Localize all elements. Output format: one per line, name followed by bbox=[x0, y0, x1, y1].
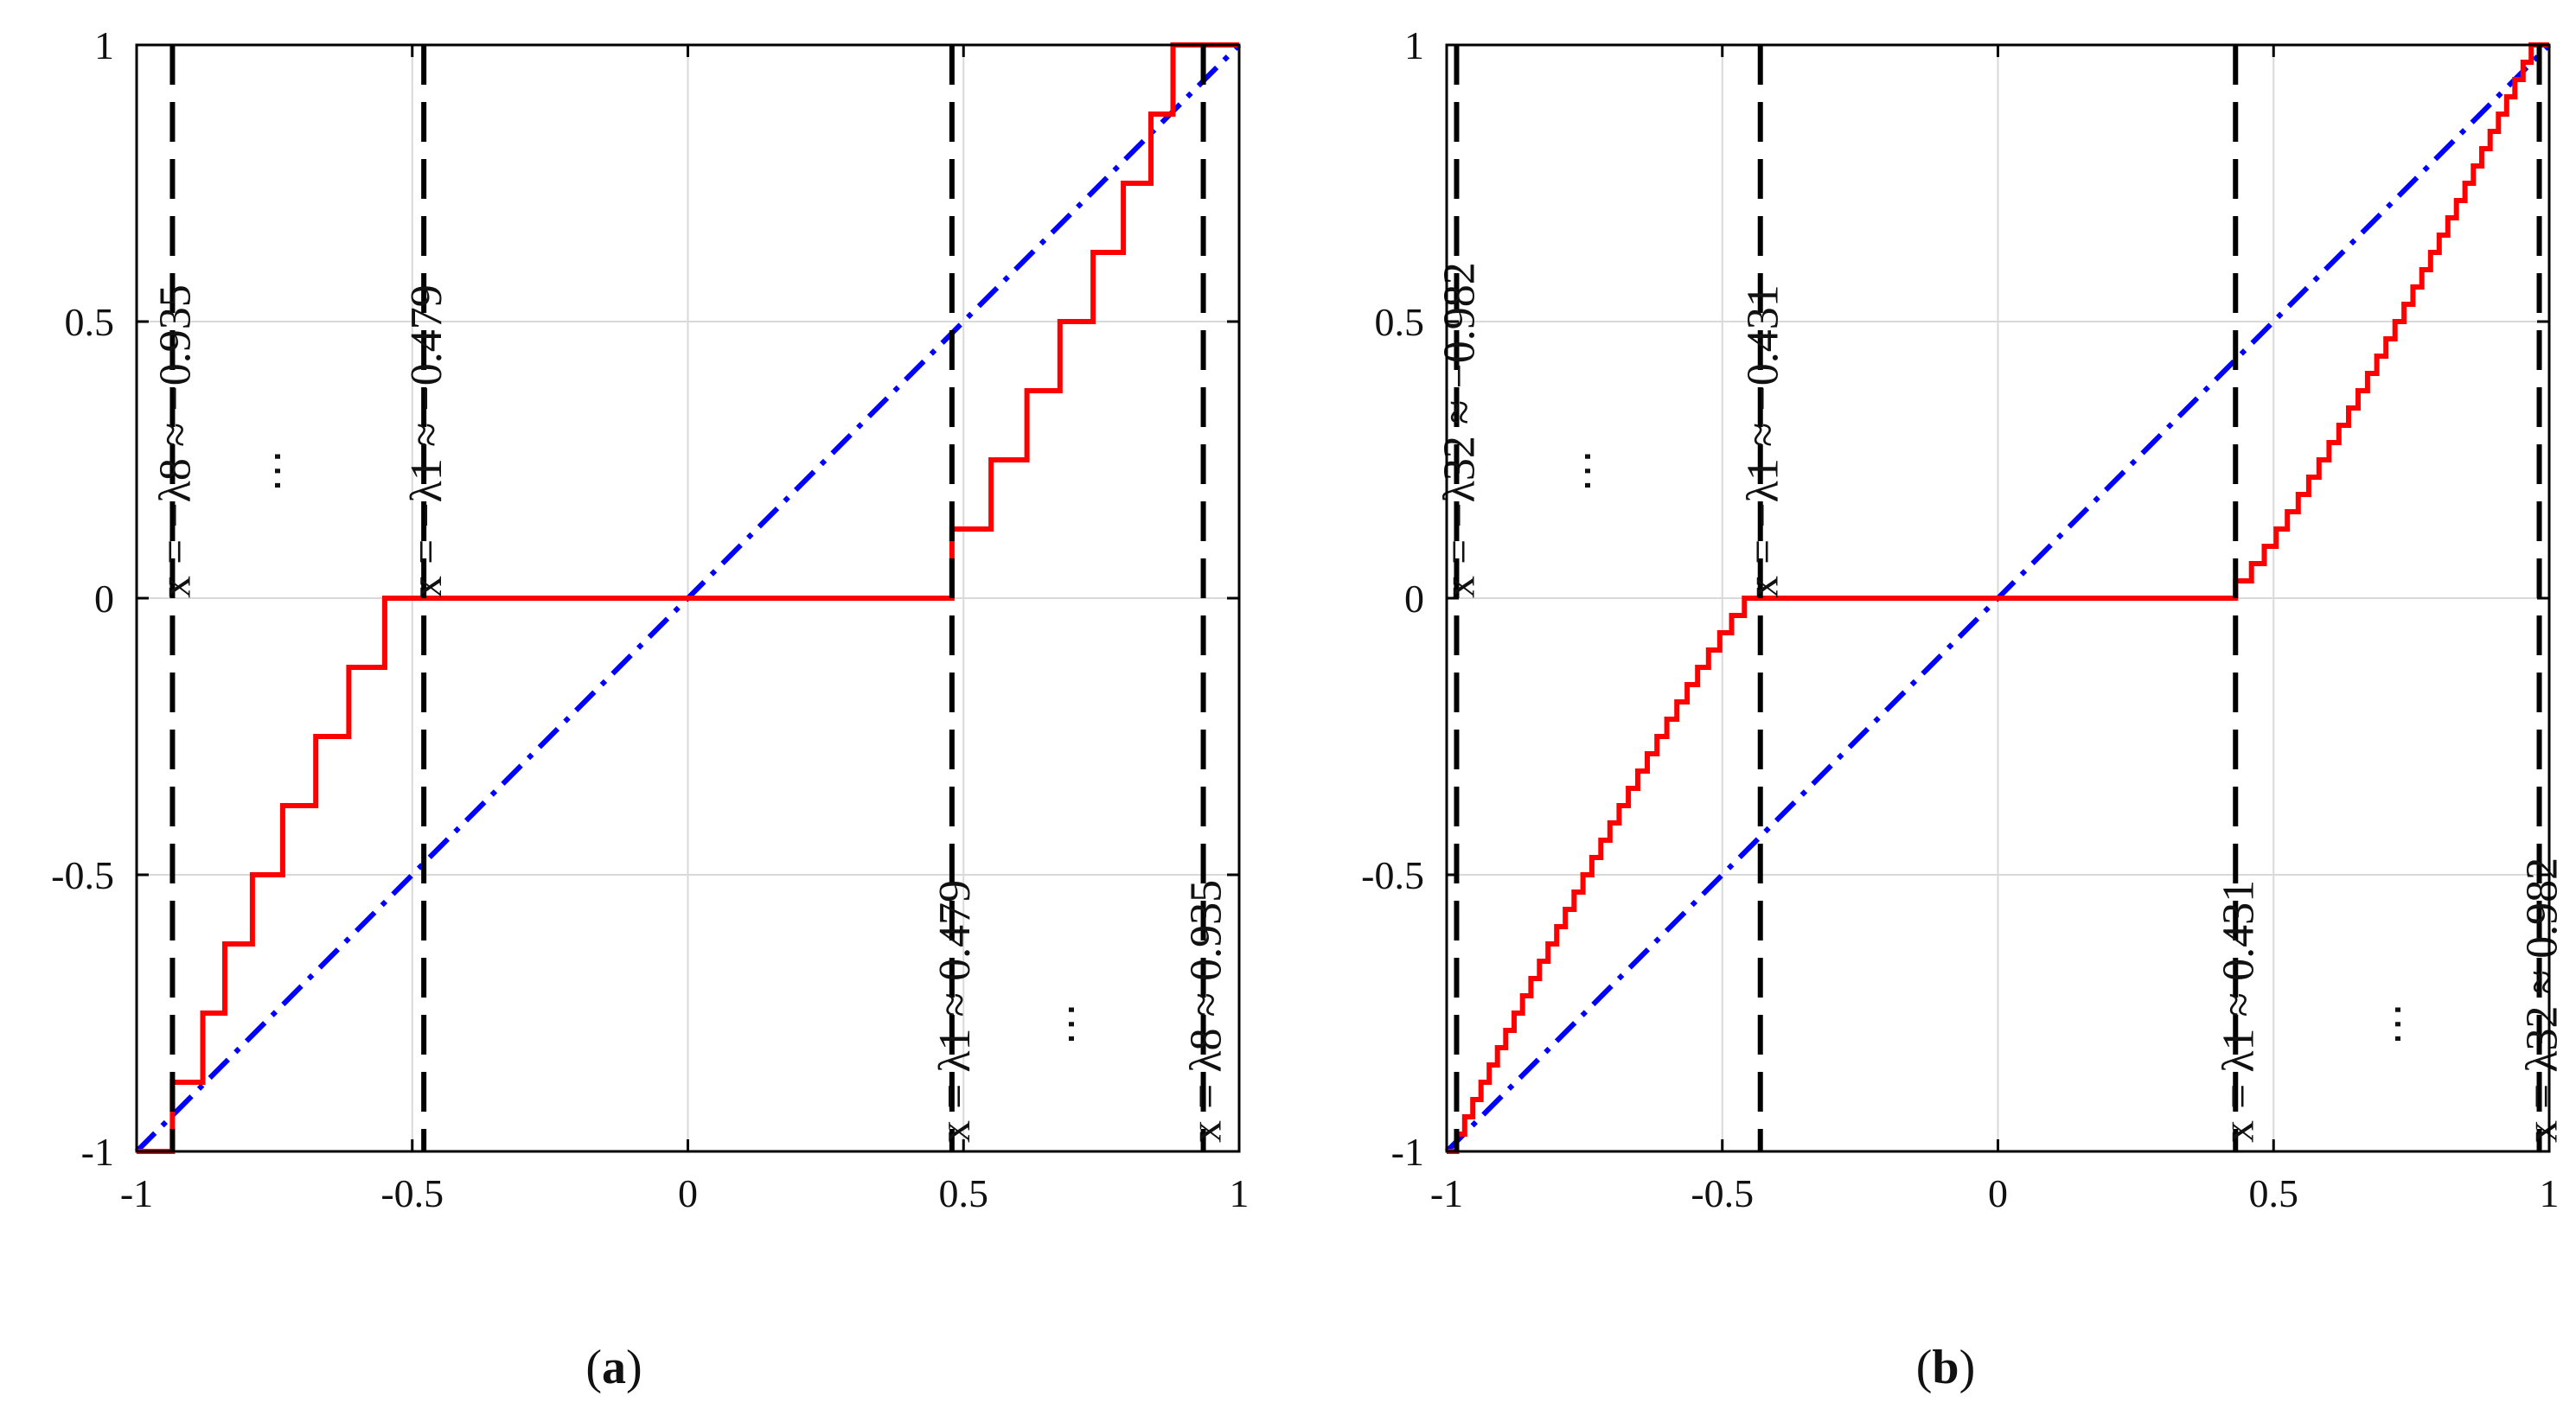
panel-a: x = −λ8 ≈ −0.935 x = −λ1 ≈ −0.479 x = λ1 ≈… bbox=[51, 23, 1249, 1215]
x-tick-label: 1 bbox=[1230, 1171, 1250, 1215]
staircase-line bbox=[137, 42, 1239, 1154]
y-tick-label: -1 bbox=[81, 1130, 114, 1174]
x-tick-label: -1 bbox=[120, 1171, 153, 1215]
x-tick-label: -1 bbox=[1430, 1171, 1463, 1215]
threshold-label: x = −λ32 ≈ −0.982 bbox=[1435, 262, 1484, 598]
y-tick-label: -0.5 bbox=[51, 853, 114, 897]
threshold-label: x = −λ1 ≈ −0.479 bbox=[402, 284, 451, 598]
y-tick-label: -1 bbox=[1391, 1130, 1424, 1174]
threshold-label: x = λ1 ≈ 0.431 bbox=[2214, 880, 2263, 1143]
y-tick-label: 0.5 bbox=[1375, 300, 1425, 344]
caption-b: (b) bbox=[1916, 1341, 1975, 1394]
y-tick-label: 1 bbox=[1404, 23, 1424, 67]
ellipsis-label: ⋯ bbox=[252, 449, 301, 493]
ellipsis-label: ⋯ bbox=[1046, 1003, 1095, 1046]
y-tick-label: -0.5 bbox=[1361, 853, 1424, 897]
x-tick-label: -0.5 bbox=[380, 1171, 444, 1215]
y-tick-label: 0.5 bbox=[65, 300, 115, 344]
caption-a: (a) bbox=[585, 1341, 642, 1394]
x-tick-label: 0.5 bbox=[2249, 1171, 2299, 1215]
threshold-label: x = λ1 ≈ 0.479 bbox=[930, 880, 980, 1143]
y-tick-label: 0 bbox=[94, 577, 114, 621]
threshold-label: x = λ8 ≈ 0.935 bbox=[1182, 880, 1231, 1143]
staircase-line bbox=[1447, 42, 2549, 1154]
x-tick-label: 0.5 bbox=[939, 1171, 989, 1215]
threshold-label: x = −λ8 ≈ −0.935 bbox=[150, 284, 200, 598]
ellipsis-label: ⋯ bbox=[1563, 449, 1611, 493]
x-tick-label: 0 bbox=[678, 1171, 698, 1215]
ellipsis-label: ⋯ bbox=[2373, 1003, 2421, 1046]
y-tick-label: 0 bbox=[1404, 577, 1424, 621]
y-tick-label: 1 bbox=[94, 23, 114, 67]
x-tick-label: 0 bbox=[1988, 1171, 2008, 1215]
threshold-label: x = −λ1 ≈ −0.431 bbox=[1739, 284, 1788, 598]
threshold-label: x = λ32 ≈ 0.982 bbox=[2518, 858, 2567, 1143]
x-tick-label: -0.5 bbox=[1691, 1171, 1754, 1215]
x-tick-label: 1 bbox=[2540, 1171, 2560, 1215]
panel-b: x = −λ32 ≈ −0.982 x = −λ1 ≈ −0.431 x = λ1 … bbox=[1361, 23, 2566, 1215]
